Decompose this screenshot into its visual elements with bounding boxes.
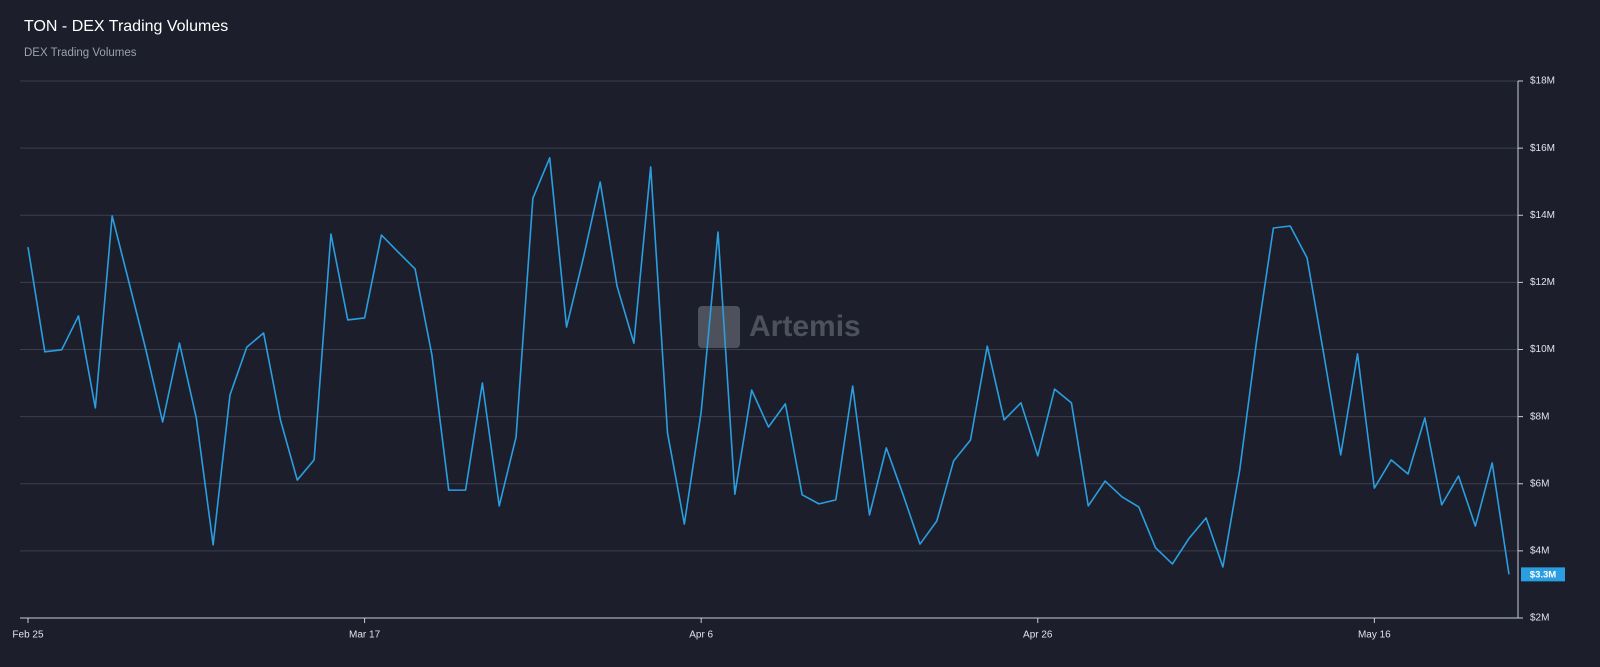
watermark: Artemis <box>749 310 861 343</box>
chart-subtitle: DEX Trading Volumes <box>24 47 137 59</box>
x-tick-label: Apr 26 <box>1023 630 1053 641</box>
series-line <box>27 157 1510 575</box>
last-value-label: $3.3M <box>1530 569 1556 580</box>
watermark-icon <box>698 306 740 348</box>
last-value-box <box>1521 567 1565 582</box>
y-tick-label: $16M <box>1530 143 1555 154</box>
y-tick-label: $14M <box>1530 210 1555 221</box>
y-tick-label: $6M <box>1530 478 1549 489</box>
x-tick-label: May 16 <box>1358 630 1391 641</box>
chart-title: TON - DEX Trading Volumes <box>24 18 228 35</box>
y-tick-label: $4M <box>1530 546 1549 557</box>
y-tick-label: $10M <box>1530 344 1555 355</box>
y-tick-label: $8M <box>1530 411 1549 422</box>
x-tick-label: Mar 17 <box>349 630 381 641</box>
y-tick-label: $2M <box>1530 613 1549 624</box>
y-tick-label: $18M <box>1530 76 1555 87</box>
y-tick-label: $12M <box>1530 277 1555 288</box>
x-tick-label: Feb 25 <box>12 630 44 641</box>
x-tick-label: Apr 6 <box>689 630 713 641</box>
